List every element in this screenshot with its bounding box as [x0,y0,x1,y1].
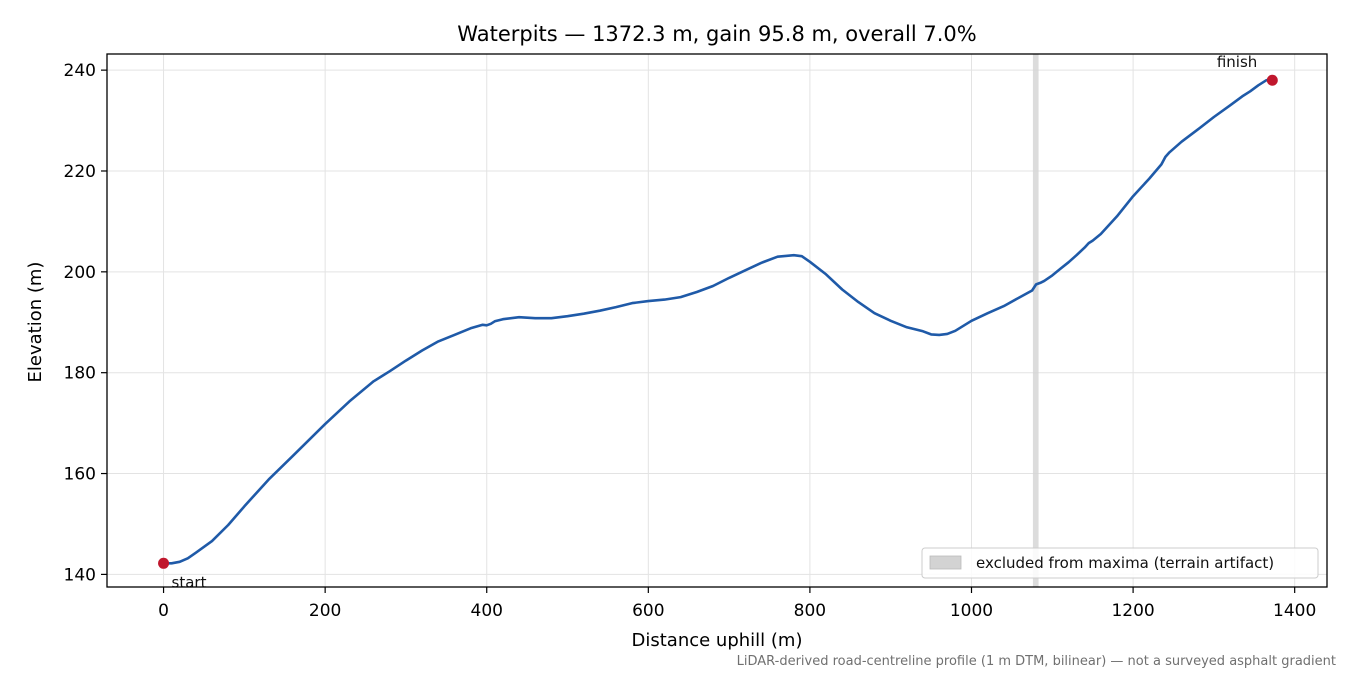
y-axis-ticks: 140 160 180 200 220 240 [64,61,107,585]
y-tick-label: 240 [64,61,96,81]
x-tick-label: 400 [471,601,503,621]
x-axis-ticks: 0 200 400 600 800 1000 1200 1400 [158,587,1316,621]
x-tick-label: 1200 [1111,601,1154,621]
y-tick-label: 160 [64,465,96,485]
elevation-line [162,78,1274,565]
y-tick-label: 220 [64,162,96,182]
x-tick-label: 0 [158,601,169,621]
legend-swatch-excluded [929,555,962,570]
marker-label-finish: finish [1217,53,1257,71]
x-tick-label: 800 [794,601,826,621]
marker-finish [1266,74,1278,86]
footnote: LiDAR-derived road-centreline profile (1… [737,654,1336,669]
x-tick-label: 600 [632,601,664,621]
x-axis-title: Distance uphill (m) [632,630,803,651]
grid-lines [107,54,1327,587]
legend-box [921,547,1319,579]
excluded-band-layer [1032,54,1039,587]
y-tick-label: 200 [64,263,96,283]
marker-start [158,557,170,569]
legend-label-excluded: excluded from maxima (terrain artifact) [976,554,1274,572]
plot-frame [106,53,1328,588]
marker-label-start: start [172,573,207,591]
legend: excluded from maxima (terrain artifact) [921,547,1319,579]
x-tick-label: 1000 [950,601,993,621]
y-axis-title: Elevation (m) [25,262,46,383]
y-tick-label: 140 [64,565,96,585]
excluded-band [1032,54,1039,587]
x-tick-label: 200 [309,601,341,621]
y-tick-label: 180 [64,364,96,384]
x-tick-label: 1400 [1273,601,1316,621]
chart-title: Waterpits — 1372.3 m, gain 95.8 m, overa… [457,22,976,46]
series-layer [162,78,1274,565]
